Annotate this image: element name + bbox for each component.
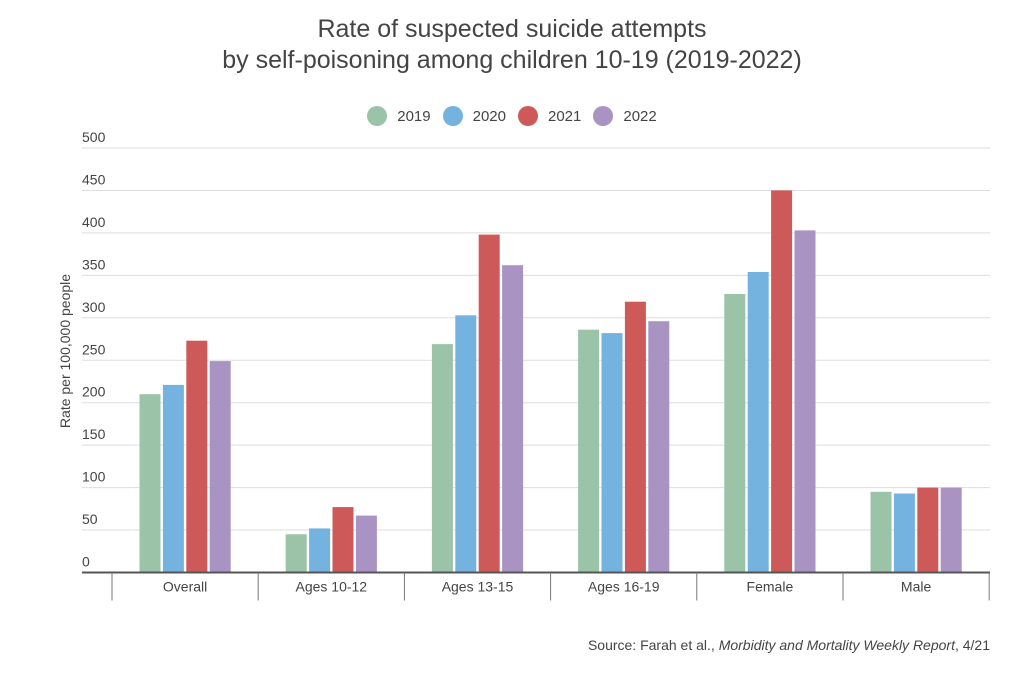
y-tick-label: 50 <box>82 511 98 527</box>
bar-2021-ages-16-19[interactable] <box>624 301 646 573</box>
y-axis-tick-labels: 0 50 100 150 200 250 300 350 400 450 500 <box>82 129 106 570</box>
bars <box>139 190 962 573</box>
y-tick-label: 350 <box>82 256 106 272</box>
bar-2022-ages-13-15[interactable] <box>502 265 524 573</box>
legend-item-2022[interactable]: 2022 <box>593 106 657 126</box>
legend-swatch-2019 <box>367 106 388 126</box>
bar-2021-ages-10-12[interactable] <box>332 507 354 573</box>
legend-swatch-2020 <box>442 106 463 126</box>
legend-label-2022: 2022 <box>623 107 657 125</box>
bar-2019-female[interactable] <box>724 294 746 573</box>
bar-2022-overall[interactable] <box>209 361 231 573</box>
legend-item-2021[interactable]: 2021 <box>518 106 581 126</box>
bar-2019-ages-10-12[interactable] <box>285 534 307 573</box>
bar-2020-ages-16-19[interactable] <box>601 333 623 573</box>
y-tick-label: 450 <box>82 171 106 187</box>
chart-title: Rate of suspected suicide attempts by se… <box>0 14 1024 76</box>
x-category-label: Male <box>901 579 932 595</box>
legend-label-2021: 2021 <box>548 107 582 125</box>
x-category-label: Ages 13-15 <box>442 579 514 595</box>
y-tick-label: 300 <box>82 299 106 315</box>
source-prefix: Source: Farah et al., <box>587 637 719 653</box>
bar-2022-female[interactable] <box>794 230 816 573</box>
bar-2020-ages-10-12[interactable] <box>309 528 331 573</box>
bar-2022-male[interactable] <box>940 487 962 573</box>
y-tick-label: 200 <box>82 384 106 400</box>
y-tick-label: 400 <box>82 214 106 230</box>
y-axis-title: Rate per 100,000 people <box>57 274 73 428</box>
x-category-label: Ages 16-19 <box>588 579 660 595</box>
chart-title-line-2: by self-poisoning among children 10-19 (… <box>222 46 802 74</box>
bar-2019-ages-13-15[interactable] <box>431 344 453 573</box>
source-suffix: , 4/21 <box>954 637 990 653</box>
bar-2020-ages-13-15[interactable] <box>455 315 477 573</box>
legend-item-2019[interactable]: 2019 <box>367 106 431 126</box>
x-category-label: Ages 10-12 <box>295 579 367 595</box>
gridlines <box>82 147 990 531</box>
source-note: Source: Farah et al., Morbidity and Mort… <box>588 637 990 653</box>
y-tick-label: 250 <box>82 341 106 357</box>
y-tick-label: 0 <box>82 554 90 570</box>
bar-2021-male[interactable] <box>917 487 939 573</box>
legend-item-2020[interactable]: 2020 <box>442 106 506 126</box>
bar-2021-overall[interactable] <box>186 340 208 573</box>
y-tick-label: 500 <box>82 129 106 145</box>
bar-2020-overall[interactable] <box>162 384 184 573</box>
source-publication: Morbidity and Mortality Weekly Report <box>718 637 955 653</box>
legend: 2019 2020 2021 2022 <box>0 104 1024 128</box>
bar-2022-ages-10-12[interactable] <box>355 515 377 573</box>
legend-label-2020: 2020 <box>472 107 506 125</box>
chart-title-line-1: Rate of suspected suicide attempts <box>317 15 707 43</box>
bar-2019-overall[interactable] <box>139 394 161 573</box>
bar-2020-male[interactable] <box>893 493 915 573</box>
x-category-label: Female <box>747 579 794 595</box>
bar-2019-ages-16-19[interactable] <box>578 329 600 573</box>
y-tick-label: 100 <box>82 469 106 485</box>
bar-2021-ages-13-15[interactable] <box>478 234 500 573</box>
legend-label-2019: 2019 <box>397 107 431 125</box>
bar-2022-ages-16-19[interactable] <box>648 321 670 573</box>
bar-2021-female[interactable] <box>771 190 793 573</box>
bar-2019-male[interactable] <box>870 491 892 573</box>
x-category-label: Overall <box>163 579 207 595</box>
legend-swatch-2022 <box>593 106 614 126</box>
x-axis: Overall Ages 10-12 Ages 13-15 Ages 16-19 Fem… <box>82 571 990 601</box>
legend-swatch-2021 <box>518 106 538 126</box>
bar-2020-female[interactable] <box>747 272 769 573</box>
y-tick-label: 150 <box>82 426 106 442</box>
